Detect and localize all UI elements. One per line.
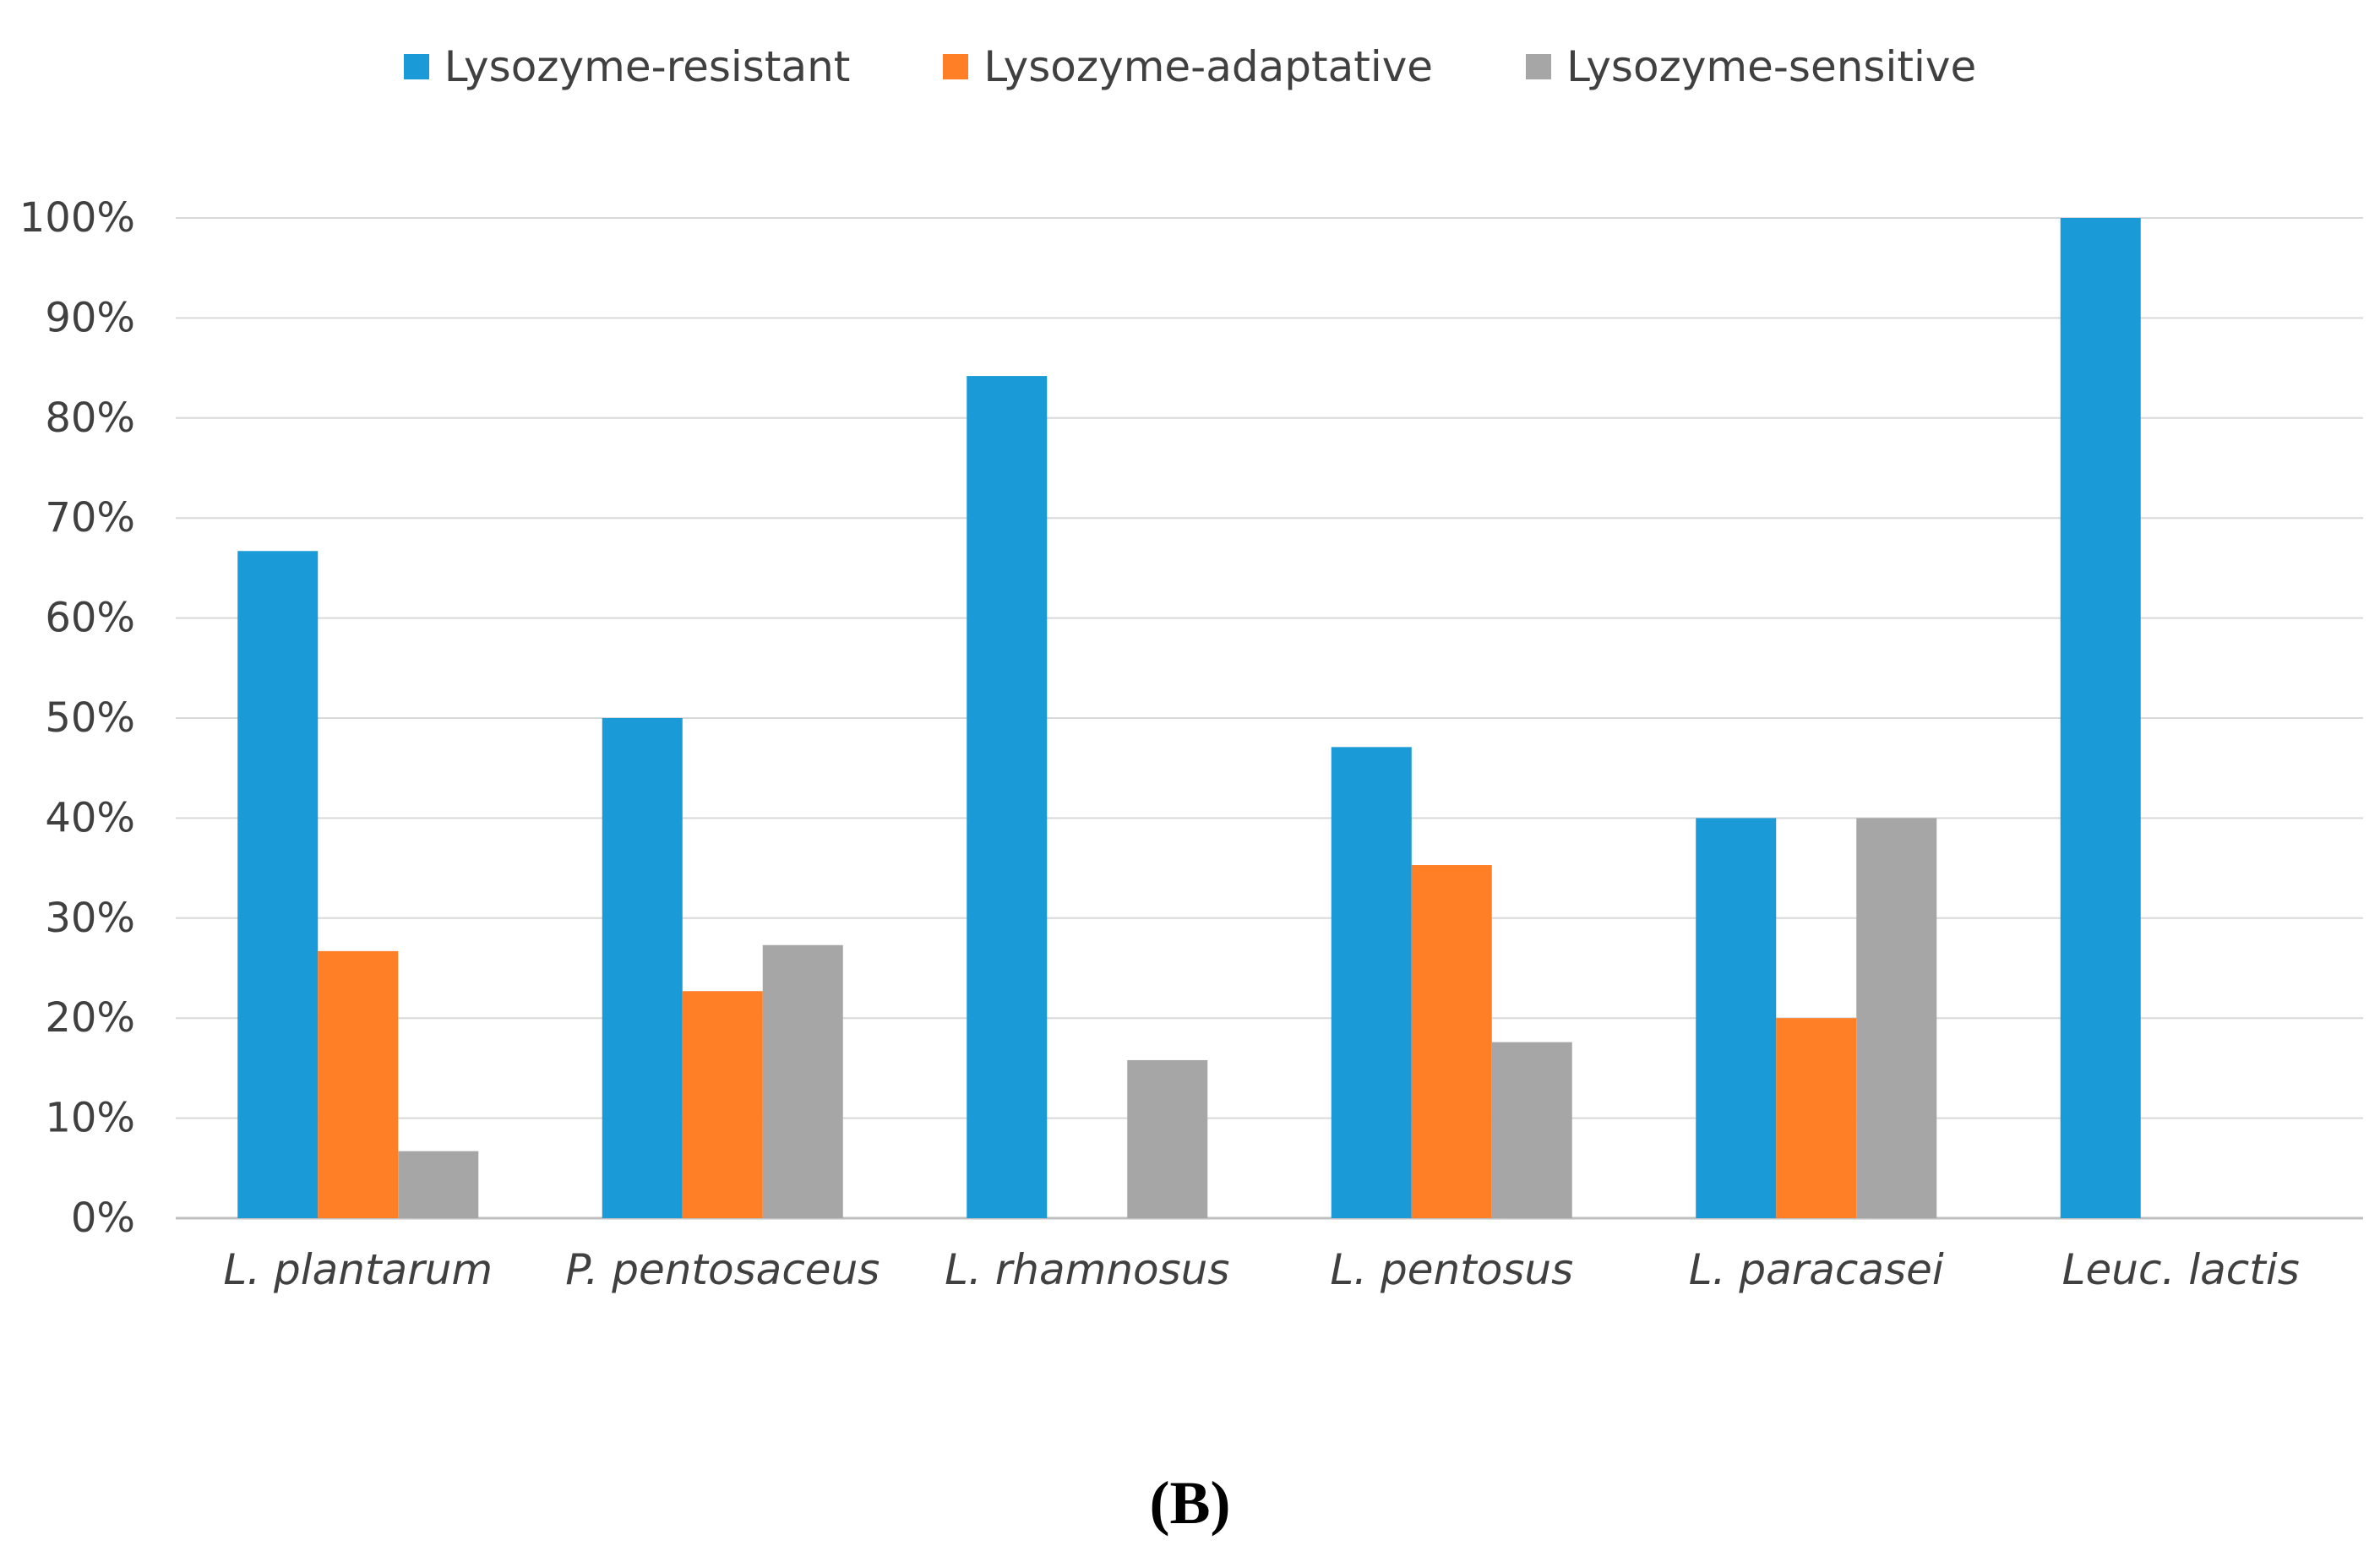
bar: [318, 950, 399, 1218]
bar: [1331, 747, 1412, 1218]
y-tick-label: 30%: [45, 895, 135, 942]
x-tick-label: L. rhamnosus: [945, 1245, 1229, 1294]
bar: [602, 718, 683, 1218]
x-tick-label: P. pentosaceus: [565, 1245, 880, 1294]
bar: [1411, 865, 1492, 1218]
y-tick-label: 0%: [71, 1195, 135, 1242]
x-tick-label: L. plantarum: [223, 1245, 493, 1294]
bar: [1491, 1042, 1572, 1218]
bars: [237, 218, 2141, 1218]
legend-item-adaptative: Lysozyme-adaptative: [943, 42, 1433, 91]
y-tick-label: 80%: [45, 395, 135, 442]
bar: [237, 551, 319, 1218]
bar: [398, 1151, 479, 1218]
x-axis-ticks: L. plantarum P. pentosaceus L. rhamnosus L.…: [223, 1245, 2299, 1294]
bar: [2060, 218, 2141, 1218]
gridlines: [176, 217, 2363, 1220]
legend-swatch-sensitive: [1526, 54, 1552, 79]
legend-item-sensitive: Lysozyme-sensitive: [1526, 42, 1976, 91]
y-axis-ticks: 0% 10% 20% 30% 40% 50% 60% 70% 80% 90% 100%: [19, 194, 135, 1242]
y-tick-label: 20%: [45, 994, 135, 1042]
bar: [1856, 818, 1937, 1218]
bar: [1127, 1059, 1208, 1218]
x-tick-label: L. pentosus: [1330, 1245, 1573, 1294]
y-tick-label: 90%: [45, 294, 135, 341]
legend-swatch-resistant: [403, 54, 429, 79]
y-tick-label: 10%: [45, 1095, 135, 1142]
legend-label-resistant: Lysozyme-resistant: [444, 42, 851, 91]
y-tick-label: 40%: [45, 794, 135, 841]
bar: [967, 376, 1048, 1218]
chart-legend: Lysozyme-resistant Lysozyme-adaptative L…: [0, 37, 2380, 96]
legend-label-adaptative: Lysozyme-adaptative: [983, 42, 1434, 91]
y-tick-label: 50%: [45, 694, 135, 742]
bar: [1776, 1018, 1857, 1218]
y-tick-label: 100%: [19, 194, 135, 242]
x-tick-label: Leuc. lactis: [2062, 1245, 2300, 1294]
x-tick-label: L. paracasei: [1689, 1245, 1944, 1294]
legend-item-resistant: Lysozyme-resistant: [403, 42, 851, 91]
bar: [1696, 818, 1777, 1218]
legend-swatch-adaptative: [943, 54, 969, 79]
panel-label: (B): [1149, 1469, 1231, 1537]
bar: [682, 991, 763, 1218]
y-tick-label: 70%: [45, 494, 135, 542]
y-tick-label: 60%: [45, 595, 135, 642]
bar: [762, 944, 843, 1218]
legend-label-sensitive: Lysozyme-sensitive: [1566, 42, 1977, 91]
